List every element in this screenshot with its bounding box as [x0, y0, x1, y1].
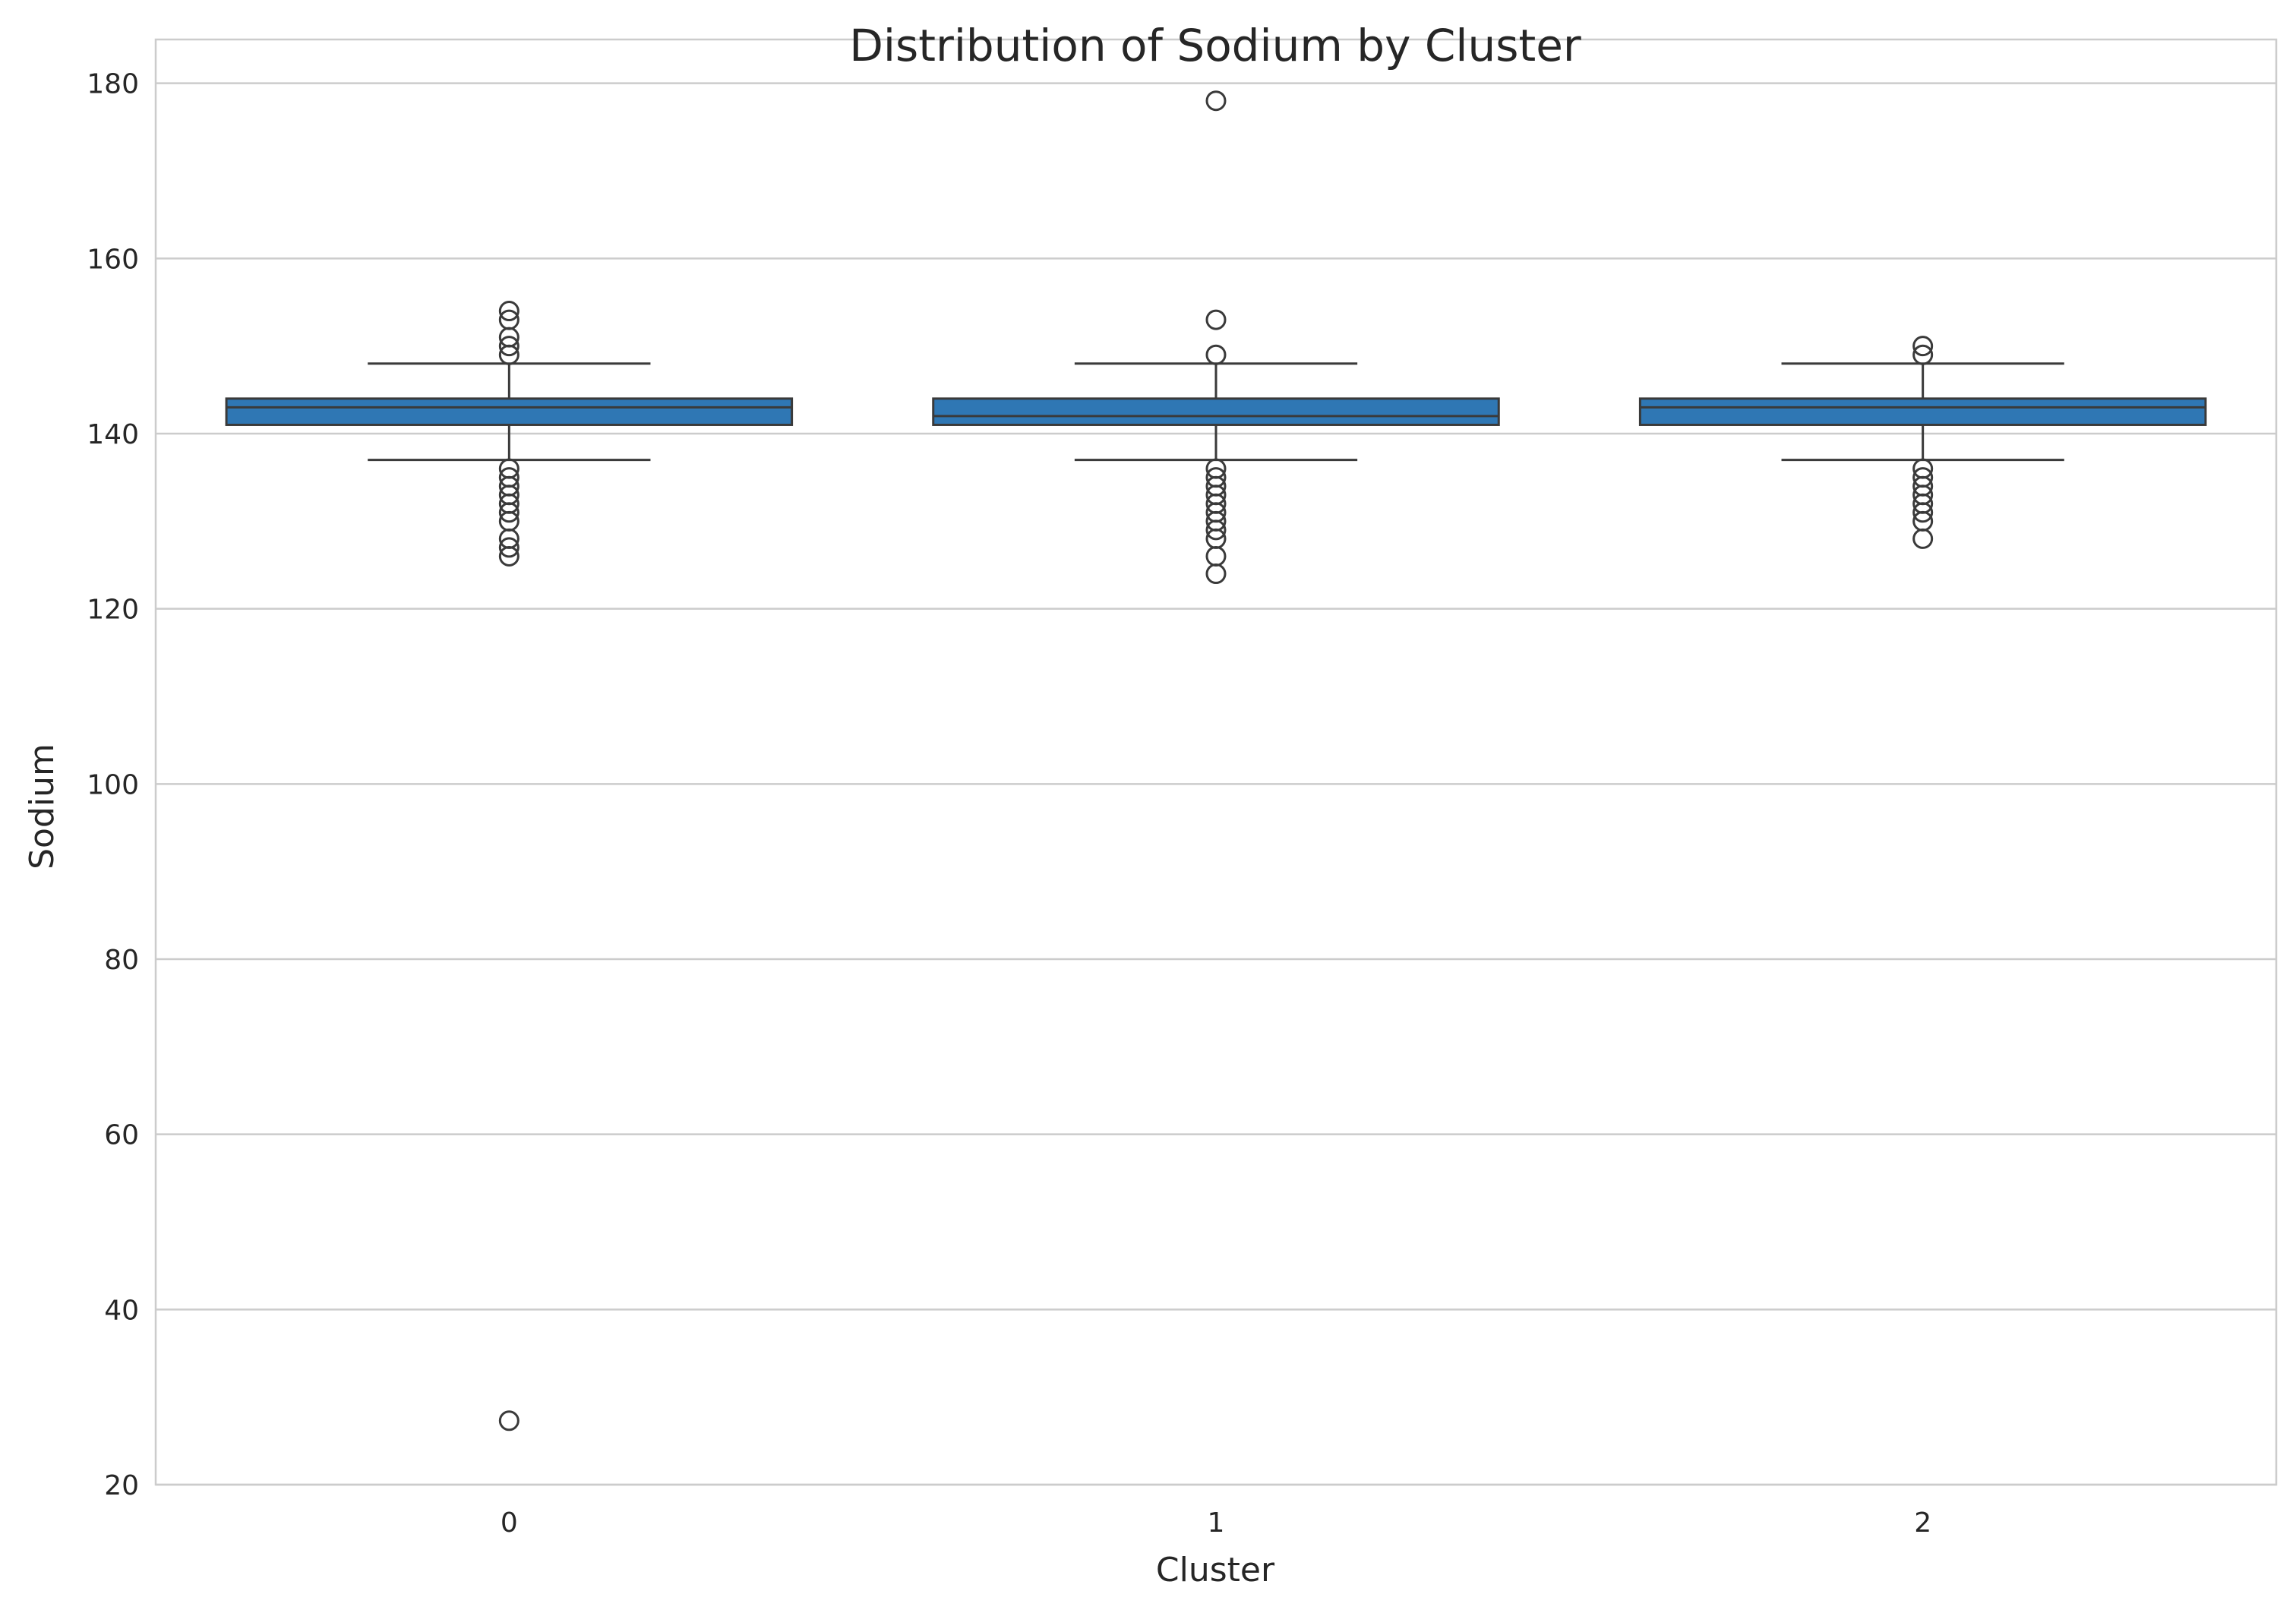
boxes-layer [225, 90, 2207, 1431]
y-tick-label: 100 [87, 769, 139, 800]
outlier-point [498, 502, 520, 523]
chart-title: Distribution of Sodium by Cluster [849, 20, 1581, 71]
x-axis-label: Cluster [1156, 1551, 1275, 1589]
axes-layer: 20 40 60 80 100 120 140 160 180 0 1 2 [87, 38, 2278, 1539]
outlier-point [498, 301, 520, 322]
y-tick-label: 180 [87, 69, 139, 100]
outlier-point [1912, 528, 1934, 549]
outlier-point [498, 545, 520, 567]
outlier-point [1205, 563, 1227, 585]
y-axis-label: Sodium [23, 743, 62, 870]
x-tick-label: 1 [1208, 1507, 1225, 1539]
box-group-cluster-1 [932, 90, 1500, 585]
x-tick-label: 0 [501, 1507, 518, 1539]
y-tick-label: 160 [87, 244, 139, 275]
outlier-point [1912, 344, 1934, 365]
outlier-point [498, 537, 520, 558]
outlier-point [1205, 90, 1227, 112]
y-tick-label: 80 [104, 945, 139, 976]
iqr-box [932, 397, 1500, 426]
iqr-box [1638, 397, 2207, 426]
plot-frame [154, 38, 2278, 1486]
outlier-point [1912, 502, 1934, 523]
box-group-cluster-0 [225, 301, 794, 1431]
box-group-cluster-2 [1638, 336, 2207, 549]
y-tick-label: 140 [87, 419, 139, 450]
y-tick-label: 20 [104, 1470, 139, 1501]
x-tick-label: 2 [1914, 1507, 1931, 1539]
outlier-point [1912, 336, 1934, 357]
outlier-point [498, 344, 520, 365]
outlier-point [1205, 309, 1227, 330]
outlier-point [1205, 344, 1227, 365]
y-tick-label: 60 [104, 1120, 139, 1151]
iqr-box [225, 397, 794, 426]
outlier-point [1205, 519, 1227, 541]
y-tick-label: 40 [104, 1295, 139, 1326]
y-tick-label: 120 [87, 595, 139, 626]
outlier-point [498, 336, 520, 357]
outlier-point [498, 1410, 520, 1431]
